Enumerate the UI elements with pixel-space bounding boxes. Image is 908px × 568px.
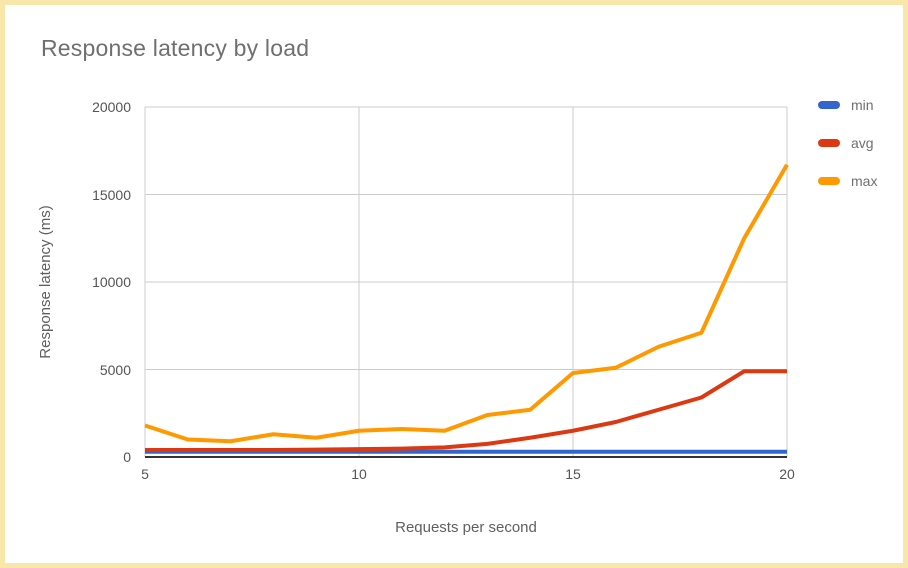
x-tick-label: 20 — [779, 466, 795, 482]
legend-item-max: max — [818, 174, 877, 188]
legend-label-avg: avg — [851, 135, 874, 151]
legend-label-max: max — [851, 173, 878, 189]
y-tick-label: 10000 — [92, 274, 131, 290]
x-tick-label: 5 — [141, 466, 149, 482]
series-line-max — [144, 163, 789, 444]
x-tick-label: 10 — [351, 466, 367, 482]
chart-plot-area — [144, 106, 789, 458]
y-tick-label: 5000 — [99, 361, 131, 378]
x-axis-title: Requests per second — [395, 519, 537, 536]
legend: min avg max — [818, 98, 877, 212]
legend-swatch-min-icon — [818, 101, 840, 109]
x-tick-label: 15 — [565, 466, 581, 482]
y-tick-label: 0 — [123, 449, 131, 465]
chart-title: Response latency by load — [41, 35, 310, 61]
legend-label-min: min — [851, 97, 874, 113]
legend-item-avg: avg — [818, 136, 877, 150]
series-line-avg — [145, 369, 787, 452]
y-tick-label: 20000 — [92, 99, 131, 115]
legend-swatch-max-icon — [818, 177, 840, 185]
y-tick-label: 15000 — [92, 186, 131, 203]
legend-item-min: min — [818, 98, 877, 112]
legend-swatch-avg-icon — [818, 139, 840, 147]
y-axis-title: Response latency (ms) — [37, 205, 54, 359]
